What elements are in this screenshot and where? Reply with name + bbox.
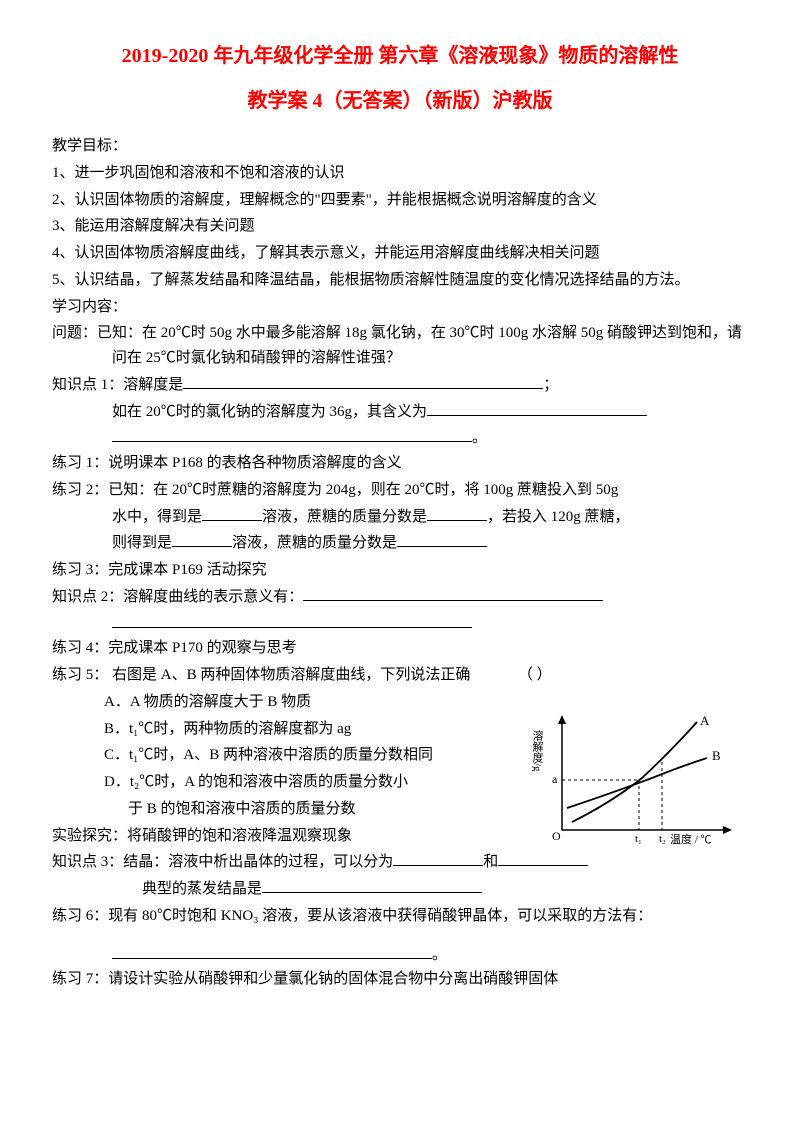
blank-field[interactable] (397, 532, 487, 547)
blank-field[interactable] (427, 401, 647, 416)
chart-svg: A B a O t₁ t₂ 溶解度/g 温度 / ℃ (532, 710, 742, 850)
goal-item: 5、认识结晶，了解蒸发结晶和降温结晶，能根据物质溶解性随温度的变化情况选择结晶的… (52, 268, 748, 293)
ex6-blank: 。 (52, 943, 748, 968)
blank-field[interactable] (112, 944, 432, 959)
page-title: 2019-2020 年九年级化学全册 第六章《溶液现象》物质的溶解性 (52, 40, 748, 73)
blank-field[interactable] (303, 586, 603, 601)
ex2-mid2: 溶液，蔗糖的质量分数是 (262, 509, 427, 525)
kp1-prefix: 知识点 1：溶解度是 (52, 377, 183, 393)
knowledge-point-2: 知识点 2：溶解度曲线的表示意义有： (52, 585, 748, 610)
goal-item: 4、认识固体物质溶解度曲线，了解其表示意义，并能运用溶解度曲线解决相关问题 (52, 241, 748, 266)
kp2-pre: 知识点 2：溶解度曲线的表示意义有： (52, 589, 303, 605)
blank-field[interactable] (427, 506, 487, 521)
blank-field[interactable] (183, 374, 543, 389)
x-tick-t2: t₂ (659, 833, 666, 845)
ex2-b1: 则得到是 (112, 535, 172, 551)
exercise-3: 练习 3：完成课本 P169 活动探究 (52, 558, 748, 583)
ex2-line3: 则得到是 溶液，蔗糖的质量分数是 (52, 531, 748, 556)
origin-label: O (552, 829, 561, 843)
y-tick-a: a (552, 772, 558, 786)
kp3-pre: 知识点 3：结晶：溶液中析出晶体的过程，可以分为 (52, 854, 393, 870)
kp3-line2: 典型的蒸发结晶是 (52, 877, 748, 902)
ex2-mid3: ，若投入 120g 蔗糖， (487, 509, 630, 525)
blank-field[interactable] (202, 506, 262, 521)
blank-field[interactable] (498, 851, 588, 866)
exercise-5: 练习 5： 右图是 A、B 两种固体物质溶解度曲线，下列说法正确 （ ） (52, 663, 748, 688)
ex2-b2: 溶液，蔗糖的质量分数是 (232, 535, 397, 551)
goal-item: 3、能运用溶解度解决有关问题 (52, 214, 748, 239)
kp3-and: 和 (483, 854, 498, 870)
question-text: 问题：已知：在 20℃时 50g 水中最多能溶解 18g 氯化钠，在 30℃时 … (52, 325, 742, 366)
kp1-cont-text: 如在 20℃时的氯化钠的溶解度为 36g，其含义为 (112, 404, 427, 420)
ex5-paren[interactable]: （ ） (518, 667, 552, 683)
kp2-blank-line (52, 612, 748, 637)
ex2-line2: 水中，得到是 溶液，蔗糖的质量分数是 ，若投入 120g 蔗糖， (52, 505, 748, 530)
heading-content: 学习内容： (52, 295, 748, 320)
ex2-mid1: 水中，得到是 (112, 509, 202, 525)
question-block: 问题：已知：在 20℃时 50g 水中最多能溶解 18g 氯化钠，在 30℃时 … (52, 321, 748, 371)
x-axis-label: 温度 / ℃ (670, 832, 712, 846)
blank-field[interactable] (172, 532, 232, 547)
kp3-b: 典型的蒸发结晶是 (142, 881, 262, 897)
knowledge-point-1: 知识点 1：溶解度是； (52, 373, 748, 398)
blank-field[interactable] (393, 851, 483, 866)
blank-field[interactable] (112, 427, 472, 442)
blank-field[interactable] (262, 878, 482, 893)
exercise-1: 练习 1：说明课本 P168 的表格各种物质溶解度的含义 (52, 451, 748, 476)
solubility-chart: A B a O t₁ t₂ 溶解度/g 温度 / ℃ (532, 710, 742, 850)
blank-field[interactable] (112, 613, 472, 628)
goal-item: 2、认识固体物质的溶解度，理解概念的"四要素"，并能根据概念说明溶解度的含义 (52, 188, 748, 213)
ex5-pre: 练习 5： 右图是 A、B 两种固体物质溶解度曲线，下列说法正确 (52, 667, 470, 683)
exercise-7: 练习 7：请设计实验从硝酸钾和少量氯化钠的固体混合物中分离出硝酸钾固体 (52, 967, 748, 992)
exercise-4: 练习 4：完成课本 P170 的观察与思考 (52, 636, 748, 661)
y-axis-label: 溶解度/g (532, 729, 544, 772)
kp1-continue: 如在 20℃时的氯化钠的溶解度为 36g，其含义为 (52, 400, 748, 425)
page-subtitle: 教学案 4（无答案）（新版）沪教版 (52, 85, 748, 118)
kp1-blank-line: 。 (52, 426, 748, 451)
curve-a-label: A (700, 713, 710, 728)
ex2-pre: 练习 2：已知：在 20℃时蔗糖的溶解度为 204g，则在 20℃时，将 100… (52, 482, 618, 498)
knowledge-point-3: 知识点 3：结晶：溶液中析出晶体的过程，可以分为 和 (52, 850, 748, 875)
exercise-6: 练习 6：现有 80℃时饱和 KNO₃ 溶液，要从该溶液中获得硝酸钾晶体，可以采… (52, 904, 748, 929)
curve-b-label: B (712, 748, 721, 763)
goal-item: 1、进一步巩固饱和溶液和不饱和溶液的认识 (52, 161, 748, 186)
heading-goals: 教学目标： (52, 134, 748, 159)
exercise-2: 练习 2：已知：在 20℃时蔗糖的溶解度为 204g，则在 20℃时，将 100… (52, 478, 748, 503)
x-tick-t1: t₁ (635, 833, 642, 845)
